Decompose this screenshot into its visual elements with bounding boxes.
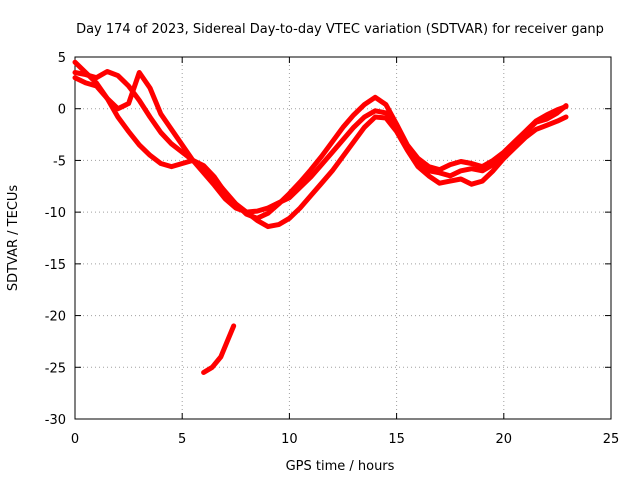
chart-title: Day 174 of 2023, Sidereal Day-to-day VTE… [76,22,604,37]
data-series [72,59,569,375]
y-tick-label: -30 [45,413,66,428]
axis-ticks [74,56,612,420]
series-line-track-1 [72,69,569,221]
y-tick-label: -5 [53,154,66,169]
grid-lines [75,57,611,419]
x-tick-label: 0 [71,432,79,447]
y-tick-label: -25 [45,361,66,376]
x-tick-label: 25 [603,432,620,447]
x-tick-label: 10 [281,432,298,447]
series-line-track-4 [201,323,237,375]
y-tick-label: -20 [45,310,66,325]
series-line-track-3 [72,70,569,215]
y-tick-label: 5 [58,51,66,66]
y-tick-label: -10 [45,206,66,221]
x-tick-label: 5 [178,432,186,447]
x-axis-label: GPS time / hours [286,459,395,474]
x-tick-label: 15 [388,432,405,447]
x-tick-label: 20 [496,432,513,447]
series-line-track-2 [72,59,569,230]
y-tick-label: 0 [58,103,66,118]
y-axis-label: SDTVAR / TECUs [6,185,21,292]
plot-frame [74,56,612,420]
y-tick-label: -15 [45,258,66,273]
